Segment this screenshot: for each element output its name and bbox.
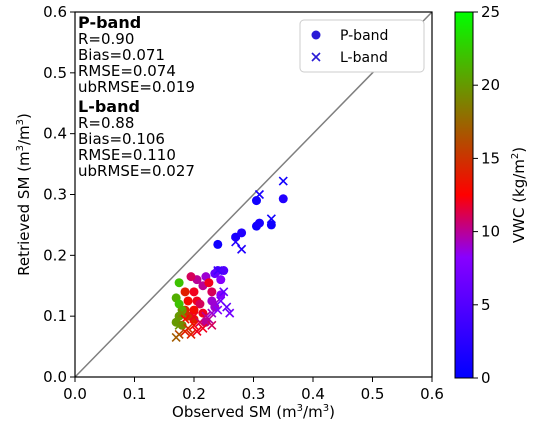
lband-point — [222, 302, 232, 312]
stats-title: P-band — [78, 13, 141, 32]
legend-marker-pband — [311, 30, 321, 40]
pband-point — [216, 275, 226, 285]
pband-point — [266, 220, 276, 230]
legend-label: P-band — [340, 28, 388, 44]
y-tick-label: 0.6 — [43, 3, 67, 21]
legend-marker-lband — [311, 52, 321, 62]
lband-point — [225, 308, 235, 318]
pband-point — [174, 278, 184, 288]
stats-line: RMSE=0.110 — [78, 146, 176, 164]
stats-line: R=0.88 — [78, 114, 134, 132]
lband-point — [177, 308, 187, 318]
pband-point — [213, 239, 223, 249]
lband-point — [213, 265, 223, 276]
y-tick-label: 0.0 — [43, 368, 67, 386]
pband-point — [207, 287, 217, 297]
x-tick-label: 0.2 — [182, 385, 206, 403]
x-tick-label: 0.0 — [63, 385, 87, 403]
colorbar-label: VWC (kg/m2) — [510, 147, 528, 243]
colorbar-tick-label: 5 — [481, 296, 491, 314]
lband-point — [219, 287, 229, 297]
colorbar-tick-label: 0 — [481, 369, 491, 387]
colorbar-tick-label: 15 — [481, 149, 500, 167]
y-tick-label: 0.4 — [43, 125, 67, 143]
lband-point — [266, 214, 276, 224]
stats-line: Bias=0.106 — [78, 130, 165, 148]
stats-title: L-band — [78, 97, 140, 116]
colorbar-tick-label: 25 — [481, 3, 500, 21]
lband-point — [237, 244, 247, 254]
lband-point — [210, 299, 220, 309]
pband-point — [183, 296, 193, 306]
stats-line: RMSE=0.074 — [78, 62, 176, 80]
pband-point — [195, 299, 205, 309]
lband-point — [192, 326, 202, 336]
stats-line: R=0.90 — [78, 30, 134, 48]
lband-point — [213, 305, 223, 315]
x-tick-label: 0.4 — [301, 385, 325, 403]
axes: 0.0 0.1 0.2 0.3 0.4 0.5 0.6 0.0 0.1 0.2 0.3 0.4 0.5 0… — [15, 3, 444, 421]
x-tick-label: 0.6 — [420, 385, 444, 403]
pband-point — [237, 228, 247, 238]
y-tick-label: 0.3 — [43, 186, 67, 204]
pband-point — [189, 305, 199, 315]
stats-line: ubRMSE=0.019 — [78, 78, 195, 96]
x-tick-label: 0.1 — [123, 385, 147, 403]
stats-line: ubRMSE=0.027 — [78, 162, 195, 180]
one-to-one-line — [74, 11, 433, 378]
x-axis-label: Observed SM (m3/m3) — [172, 403, 335, 421]
lband-point — [186, 329, 196, 339]
pband-point — [180, 287, 190, 297]
pband-point — [189, 287, 199, 297]
x-tick-label: 0.3 — [242, 385, 266, 403]
y-axis-label: Retrieved SM (m3/m3) — [15, 113, 33, 276]
colorbar: 0 5 10 15 20 25 VWC (kg/m2) — [454, 3, 528, 387]
lband-point — [207, 320, 217, 330]
lband-point — [174, 320, 184, 330]
pband-point — [278, 194, 288, 204]
lband-point — [198, 323, 208, 333]
y-tick-label: 0.5 — [43, 64, 67, 82]
y-tick-label: 0.2 — [43, 246, 67, 264]
pband-point — [177, 320, 187, 330]
lband-point — [207, 308, 217, 318]
stats-line: Bias=0.071 — [78, 46, 165, 64]
pband-point — [204, 278, 214, 288]
legend-label: L-band — [340, 50, 388, 66]
legend-box — [299, 19, 425, 73]
colorbar-gradient — [454, 11, 474, 379]
pband-point — [219, 266, 229, 276]
lband-point — [171, 332, 181, 343]
lband-point — [189, 320, 199, 330]
y-tick-label: 0.1 — [43, 307, 67, 325]
pband-point — [251, 196, 261, 206]
pband-point — [186, 272, 196, 282]
colorbar-tick-label: 10 — [481, 223, 500, 241]
lband-point — [201, 311, 211, 321]
x-tick-label: 0.5 — [361, 385, 385, 403]
lband-point — [254, 189, 265, 200]
pband-point — [254, 218, 264, 228]
lband-point — [231, 237, 241, 247]
plot-area — [74, 11, 433, 378]
lband-point — [278, 176, 288, 186]
colorbar-tick-label: 20 — [481, 76, 500, 94]
